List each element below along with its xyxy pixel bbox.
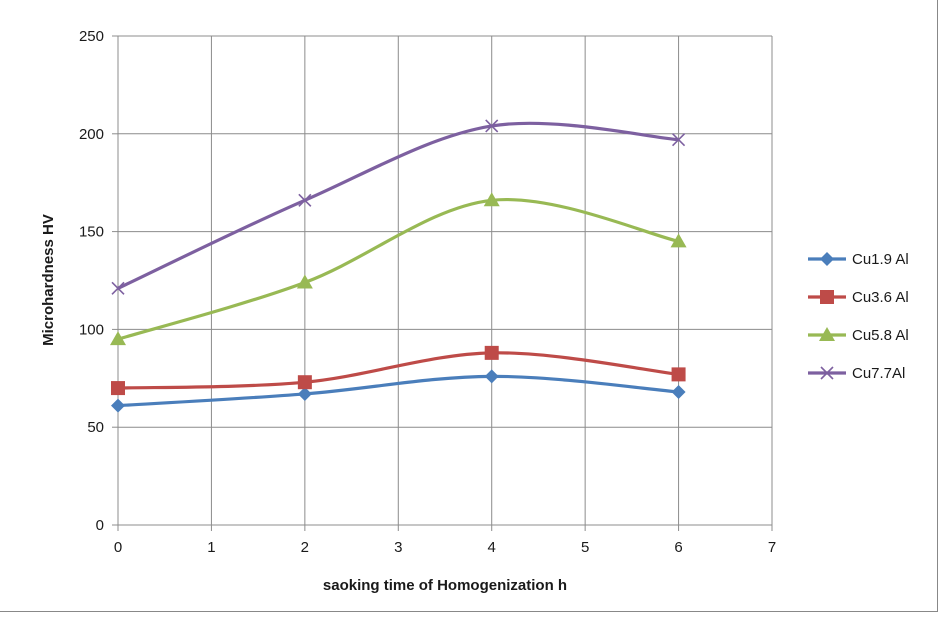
data-point [111,381,125,396]
data-point [670,233,687,248]
legend-label: Cu1.9 Al [852,251,909,268]
legend-marker [820,366,834,380]
marker-stroke [111,281,125,295]
x-tick-label: 1 [207,539,215,556]
data-point [485,119,499,133]
data-point [110,331,126,346]
data-point [484,345,499,360]
legend-marker [820,252,834,266]
data-point [296,274,313,289]
legend-label: Cu7.7Al [852,365,905,382]
marker-stroke [672,133,686,147]
legend-item: Cu7.7Al [808,365,905,382]
x-tick-label: 0 [114,539,122,556]
series-4 [111,119,686,295]
legend-label: Cu5.8 Al [852,327,909,344]
data-point [671,367,686,382]
legend-item: Cu5.8 Al [808,327,909,344]
series-group [110,119,687,413]
series-1 [111,369,686,413]
legend: Cu1.9 Al Cu3.6 Al Cu5.8 Al Cu7.7Al [808,251,909,382]
marker-stroke [485,119,499,133]
y-tick-label: 150 [79,224,104,241]
x-tick-labels: 0 1 2 3 4 5 6 7 [114,539,776,556]
x-tick-label: 2 [301,539,309,556]
legend-label: Cu3.6 Al [852,289,909,306]
data-point [297,386,312,401]
legend-marker [819,327,835,341]
data-point [298,193,312,207]
x-axis-title: saoking time of Homogenization h [323,577,567,594]
y-tick-label: 250 [79,28,104,45]
legend-marker [820,290,834,304]
y-tick-label: 0 [96,517,104,534]
x-tick-label: 6 [674,539,682,556]
x-tick-label: 4 [488,539,496,556]
data-point [672,133,686,147]
axes [112,35,773,531]
y-tick-label: 100 [79,321,104,338]
data-point [671,384,686,399]
series-line [117,197,679,341]
series-line [117,351,679,390]
y-axis-title: Microhardness HV [40,214,57,346]
data-point [297,375,312,390]
series-line [117,121,679,290]
series-3 [110,192,687,346]
x-tick-label: 5 [581,539,589,556]
data-point [483,192,500,207]
legend-item: Cu1.9 Al [808,251,909,268]
marker-stroke [820,366,834,380]
series-line [117,374,679,408]
data-point [484,369,499,384]
marker-stroke [298,193,312,207]
x-tick-label: 3 [394,539,402,556]
legend-item: Cu3.6 Al [808,289,909,306]
x-tick-label: 7 [768,539,776,556]
data-point [111,281,125,295]
series-2 [111,345,686,396]
y-tick-label: 200 [79,126,104,143]
gridlines [118,35,773,525]
y-tick-labels: 0 50 100 150 200 250 [79,28,104,534]
data-point [111,398,125,413]
y-tick-label: 50 [87,419,104,436]
